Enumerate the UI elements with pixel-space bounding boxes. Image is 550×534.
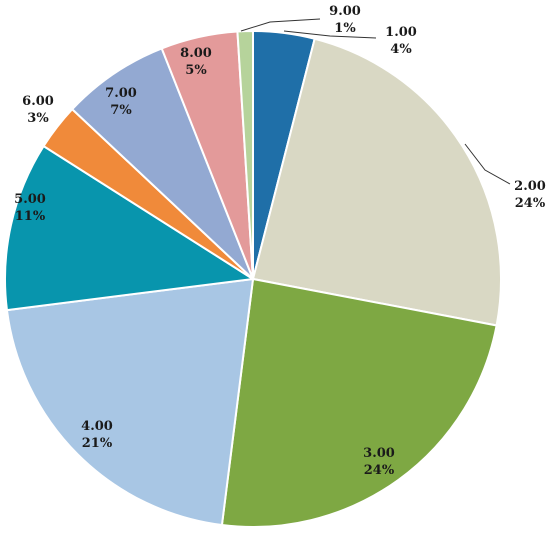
category-label: 7.00 (105, 86, 137, 101)
leader-line-2-00 (464, 143, 511, 185)
percent-label: 24% (364, 463, 395, 478)
category-label: 6.00 (22, 94, 54, 109)
category-label: 2.00 (514, 179, 546, 194)
percent-label: 4% (390, 42, 412, 57)
leader-line-9-00 (240, 18, 321, 32)
percent-label: 11% (15, 209, 46, 224)
category-label: 9.00 (329, 4, 361, 19)
percent-label: 5% (185, 63, 207, 78)
data-labels: 1.00 4% 2.00 24% 3.00 24% 4.00 21% 5.00 11% 6.00 3%… (14, 4, 546, 478)
pie-slice-3-00 (220, 277, 498, 528)
percent-label: 21% (82, 436, 113, 451)
category-label: 3.00 (363, 446, 395, 461)
category-label: 4.00 (81, 419, 113, 434)
pie-slice-2-00 (251, 37, 502, 327)
pie-slice-4-00 (5, 277, 255, 527)
category-label: 8.00 (180, 46, 212, 61)
pie-slices (4, 29, 502, 528)
pie-slice-9-00 (236, 29, 254, 280)
leader-lines (240, 18, 511, 185)
category-label: 5.00 (14, 192, 46, 207)
pie-slice-5-00 (4, 144, 256, 312)
percent-label: 7% (110, 103, 132, 118)
percent-label: 3% (27, 111, 49, 126)
leader-line-1-00 (283, 30, 377, 39)
percent-label: 1% (334, 21, 356, 36)
category-label: 1.00 (385, 25, 417, 40)
pie-slice-7-00 (70, 47, 254, 280)
percent-label: 24% (515, 196, 546, 211)
